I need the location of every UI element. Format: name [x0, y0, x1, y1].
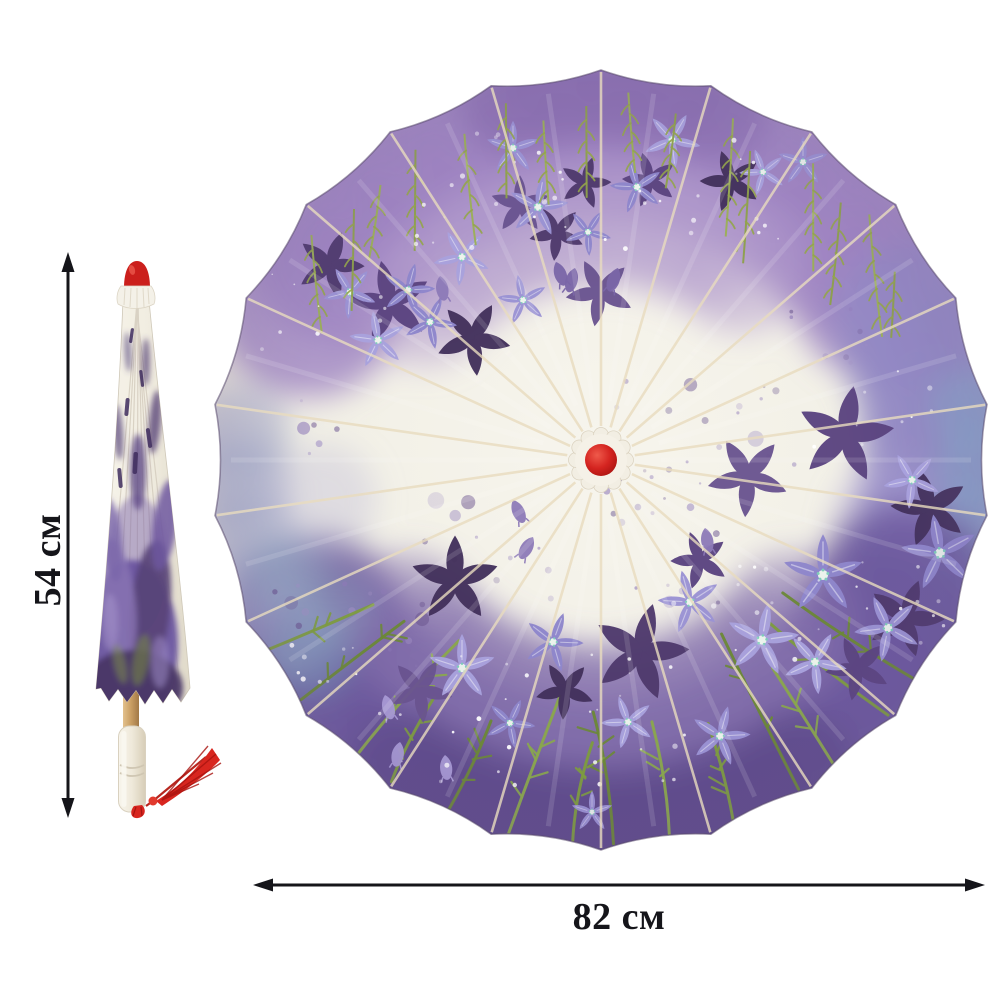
finial-highlight [128, 265, 136, 275]
umbrella-hub [568, 427, 634, 493]
cap-collar [116, 285, 156, 309]
collar-ridges [123, 287, 150, 308]
arrow-up-icon [61, 252, 75, 272]
closed-umbrella-illustration [95, 261, 222, 819]
closed-canopy [95, 293, 191, 705]
width-label: 82 см [573, 896, 666, 938]
arrow-right-icon [965, 878, 985, 892]
width-dimension: 82 см [253, 878, 985, 938]
height-label: 54 см [27, 514, 69, 607]
finial-cap [124, 261, 150, 288]
canopy-print-marks [117, 328, 153, 488]
umbrella-ribs [216, 72, 986, 848]
open-umbrella-illustration [214, 69, 988, 851]
height-dimension: 54 см [27, 252, 75, 818]
umbrella-handle [118, 725, 146, 813]
umbrella-edge [214, 69, 988, 851]
canopy-print [96, 332, 183, 704]
arrow-left-icon [253, 878, 273, 892]
arrow-down-icon [61, 798, 75, 818]
tassel [131, 745, 222, 819]
